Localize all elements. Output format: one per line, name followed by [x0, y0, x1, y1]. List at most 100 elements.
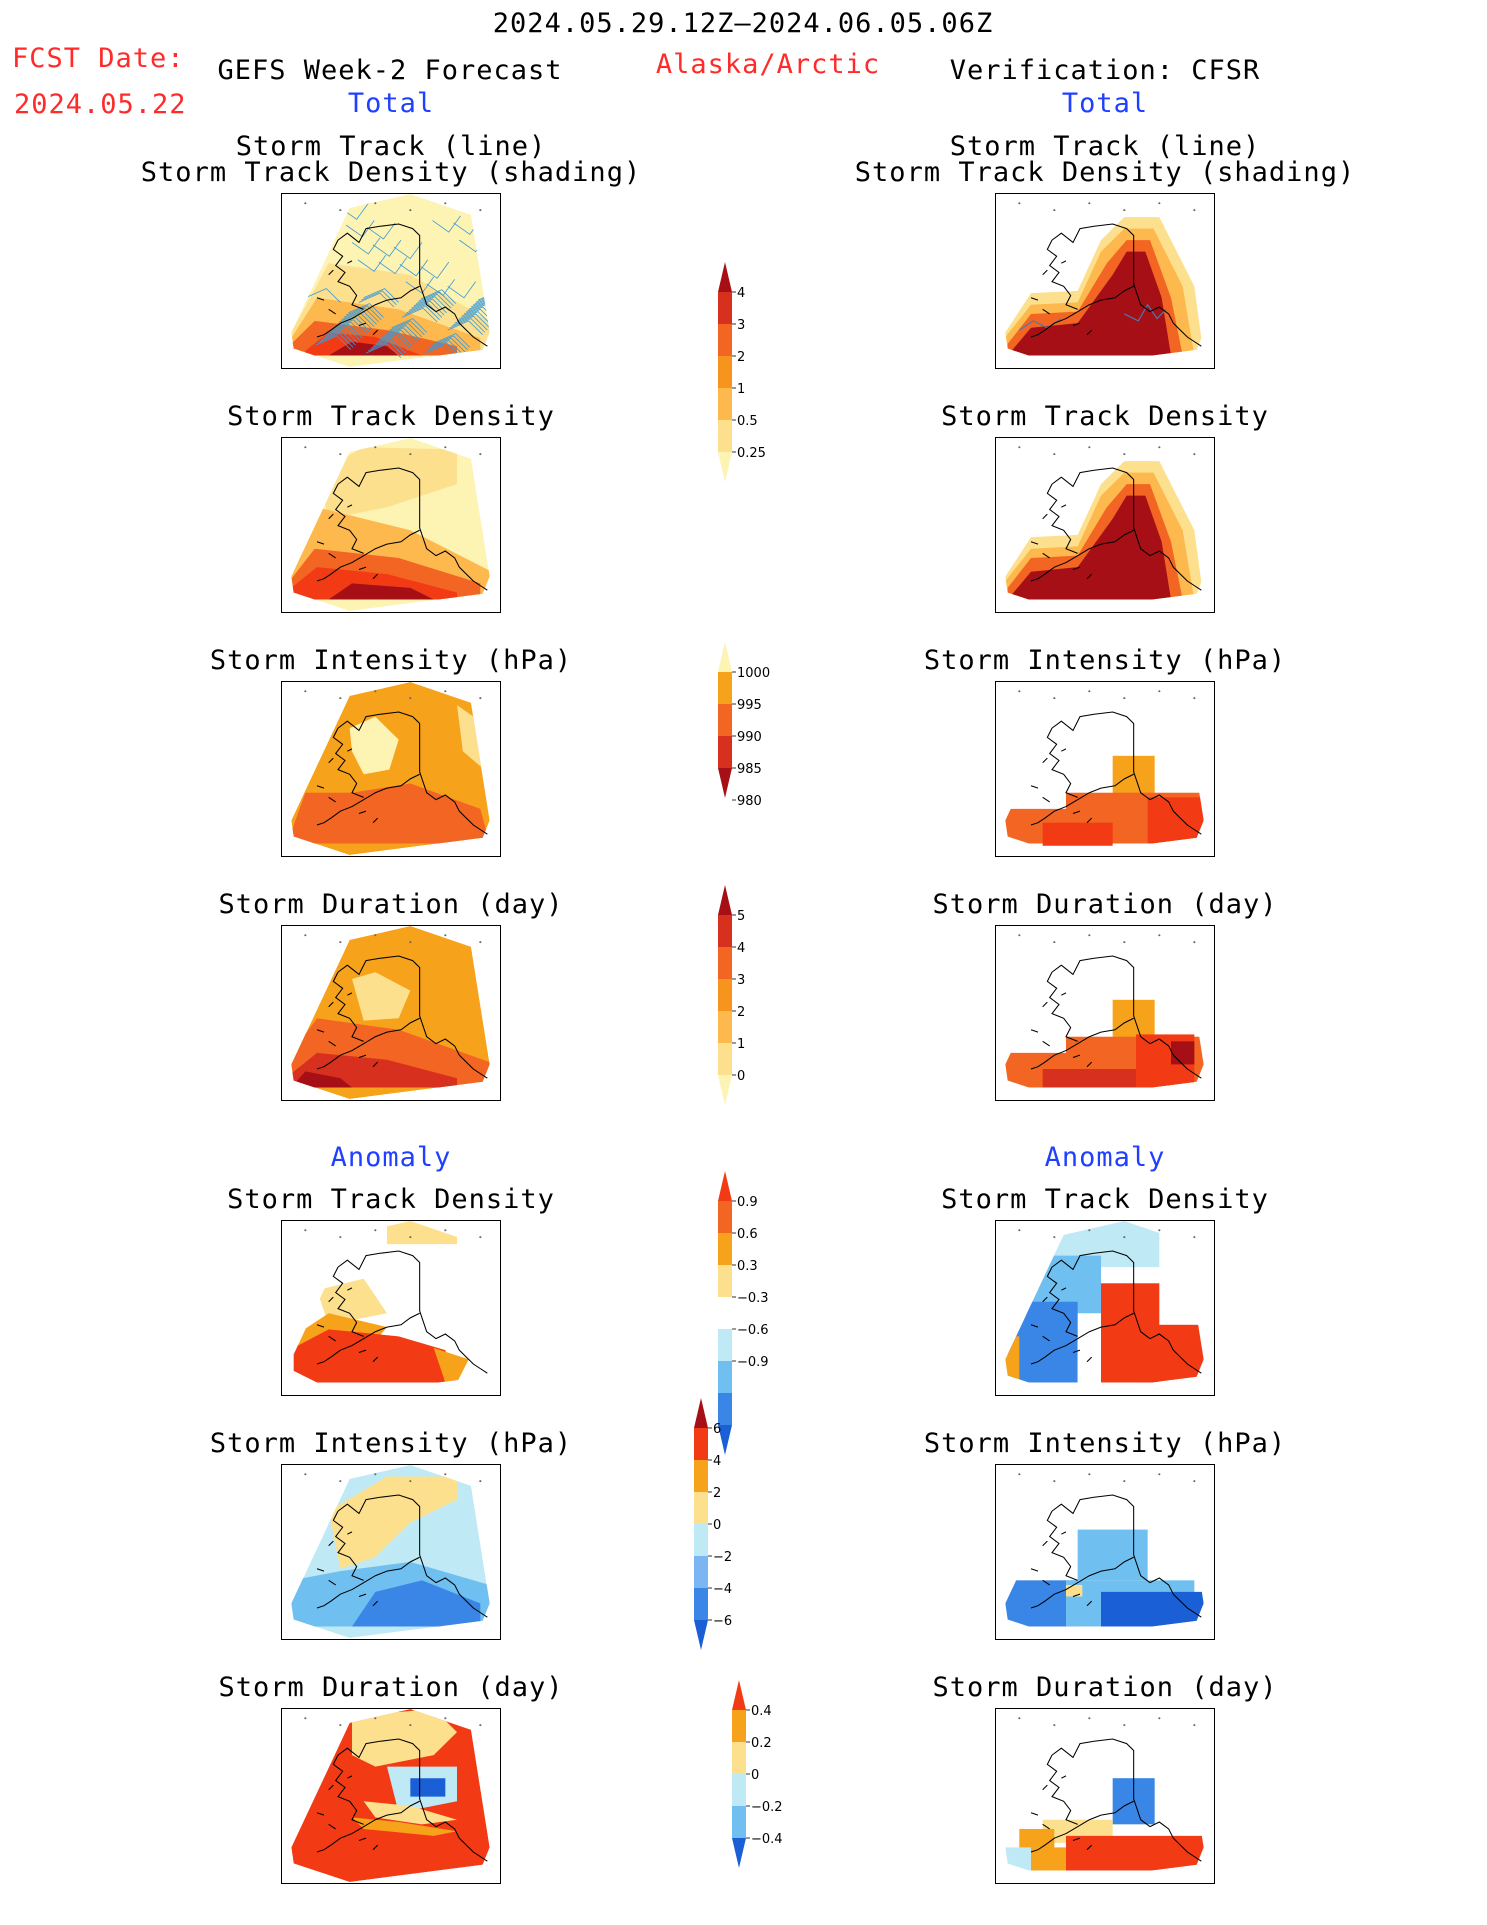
- period-title: 2024.05.29.12Z–2024.06.05.06Z: [492, 8, 994, 39]
- map-forecast-duration: [281, 925, 501, 1101]
- colorbar-intensity-total-svg: 1000 995 990 985 980: [718, 642, 770, 809]
- colorbar-top-arrow: [694, 1398, 708, 1428]
- colorbar-tick-label: 0.9: [737, 1195, 758, 1210]
- map-verification-density-svg: [1005, 438, 1204, 611]
- colorbar-tick-label: 0.2: [751, 1736, 772, 1751]
- map-forecast-density-anomaly: [281, 1220, 501, 1396]
- colorbar-tick-label: −0.9: [737, 1355, 769, 1370]
- colorbar-segment: [718, 324, 732, 356]
- right-intensity-title: Storm Intensity (hPa): [923, 645, 1287, 676]
- colorbar-tick-label: 3: [737, 318, 745, 333]
- colorbar-density-total-svg: 4 3 2 1 0.5 0.25: [718, 262, 766, 482]
- colorbar-segment: [694, 1588, 708, 1620]
- colorbar-segment: [718, 1011, 732, 1043]
- colorbar-intensity-anomaly-svg: 6 4 2 0 −2 −4 −6: [694, 1398, 732, 1650]
- colorbar-top-arrow: [718, 1171, 732, 1201]
- left-column-title: GEFS Week-2 Forecast: [217, 55, 563, 86]
- map-forecast-intensity-svg: [291, 682, 490, 855]
- map-forecast-intensity-anomaly: [281, 1464, 501, 1640]
- left-section-total: Total: [347, 88, 435, 119]
- colorbar-tick-label: 4: [737, 286, 745, 301]
- right-density-title: Storm Track Density: [941, 401, 1269, 432]
- right-track-line-title: Storm Track (line): [949, 131, 1261, 162]
- map-verification-density-anomaly-svg: [1005, 1221, 1204, 1383]
- colorbar-tick-label: −4: [713, 1582, 732, 1597]
- colorbar-tick-label: 980: [737, 794, 762, 809]
- colorbar-tick-label: 1000: [737, 666, 770, 681]
- colorbar-tick-label: −0.4: [751, 1832, 783, 1847]
- left-intensity-title: Storm Intensity (hPa): [209, 645, 573, 676]
- left-track-line-title: Storm Track (line): [235, 131, 547, 162]
- colorbar-tick-label: −0.3: [737, 1291, 769, 1306]
- colorbar-segment: [718, 915, 732, 947]
- colorbar-top-arrow: [718, 885, 732, 915]
- map-forecast-track-density-svg: [291, 194, 490, 367]
- left-anomaly-label: Anomaly: [330, 1142, 452, 1173]
- colorbar-segment: [718, 736, 732, 768]
- colorbar-tick-label: 0.3: [737, 1259, 758, 1274]
- left-duration-title: Storm Duration (day): [218, 889, 564, 920]
- map-verification-intensity-anomaly-svg: [1005, 1473, 1204, 1627]
- fcst-date: 2024.05.22: [14, 89, 187, 120]
- colorbar-bottom-arrow: [718, 768, 732, 798]
- colorbar-segment: [718, 1393, 732, 1425]
- colorbar-tick-label: 6: [713, 1422, 721, 1437]
- colorbar-segment: [718, 704, 732, 736]
- map-forecast-duration-svg: [291, 926, 490, 1099]
- map-forecast-density-svg: [291, 438, 490, 611]
- map-verification-duration-svg: [1005, 934, 1204, 1088]
- right-anom-duration-title: Storm Duration (day): [932, 1672, 1278, 1703]
- map-verification-intensity-anomaly: [995, 1464, 1215, 1640]
- colorbar-density-total: 4 3 2 1 0.5 0.25: [718, 262, 788, 486]
- colorbar-segment: [718, 356, 732, 388]
- colorbar-segment: [732, 1774, 746, 1806]
- colorbar-duration-anomaly: 0.4 0.2 0 −0.2 −0.4: [732, 1680, 802, 1872]
- colorbar-tick-label: 0: [751, 1768, 759, 1783]
- colorbar-segment: [718, 979, 732, 1011]
- right-duration-title: Storm Duration (day): [932, 889, 1278, 920]
- colorbar-tick-label: −6: [713, 1614, 732, 1629]
- colorbar-tick-label: 990: [737, 730, 762, 745]
- colorbar-segment: [718, 1201, 732, 1233]
- colorbar-segment: [718, 1265, 732, 1297]
- map-verification-intensity: [995, 681, 1215, 857]
- fcst-label: FCST Date:: [12, 43, 185, 74]
- colorbar-tick-label: 0: [713, 1518, 721, 1533]
- colorbar-segment: [694, 1492, 708, 1524]
- colorbar-tick-label: 1: [737, 382, 745, 397]
- colorbar-bottom-arrow: [694, 1620, 708, 1650]
- colorbar-intensity-anomaly: 6 4 2 0 −2 −4 −6: [694, 1398, 764, 1654]
- map-verification-duration: [995, 925, 1215, 1101]
- right-anomaly-label: Anomaly: [1044, 1142, 1166, 1173]
- region-title: Alaska/Arctic: [655, 49, 881, 80]
- colorbar-segment: [718, 1361, 732, 1393]
- colorbar-segment: [732, 1806, 746, 1838]
- colorbar-segment: [694, 1428, 708, 1460]
- map-verification-density: [995, 437, 1215, 613]
- right-section-total: Total: [1061, 88, 1149, 119]
- map-forecast-intensity-anomaly-svg: [291, 1465, 490, 1638]
- right-track-shading-title: Storm Track Density (shading): [854, 157, 1356, 188]
- colorbar-tick-label: 2: [713, 1486, 721, 1501]
- colorbar-segment: [694, 1460, 708, 1492]
- map-forecast-duration-anomaly: [281, 1708, 501, 1884]
- colorbar-segment: [718, 1043, 732, 1075]
- colorbar-tick-label: 995: [737, 698, 762, 713]
- colorbar-segment: [718, 1297, 732, 1329]
- colorbar-segment: [718, 672, 732, 704]
- map-verification-track-density-svg: [1005, 194, 1204, 367]
- colorbar-tick-label: 0: [737, 1069, 745, 1084]
- colorbar-tick-label: −0.2: [751, 1800, 783, 1815]
- colorbar-tick-label: 4: [737, 941, 745, 956]
- colorbar-duration-anomaly-svg: 0.4 0.2 0 −0.2 −0.4: [732, 1680, 783, 1868]
- left-track-shading-title: Storm Track Density (shading): [140, 157, 642, 188]
- map-forecast-track-density: [281, 193, 501, 369]
- colorbar-tick-label: 4: [713, 1454, 721, 1469]
- colorbar-segment: [694, 1524, 708, 1556]
- colorbar-segment: [718, 388, 732, 420]
- colorbar-bottom-arrow: [732, 1838, 746, 1868]
- map-forecast-density-anomaly-svg: [291, 1221, 490, 1394]
- colorbar-segment: [732, 1710, 746, 1742]
- colorbar-segment: [694, 1556, 708, 1588]
- colorbar-top-arrow: [732, 1680, 746, 1710]
